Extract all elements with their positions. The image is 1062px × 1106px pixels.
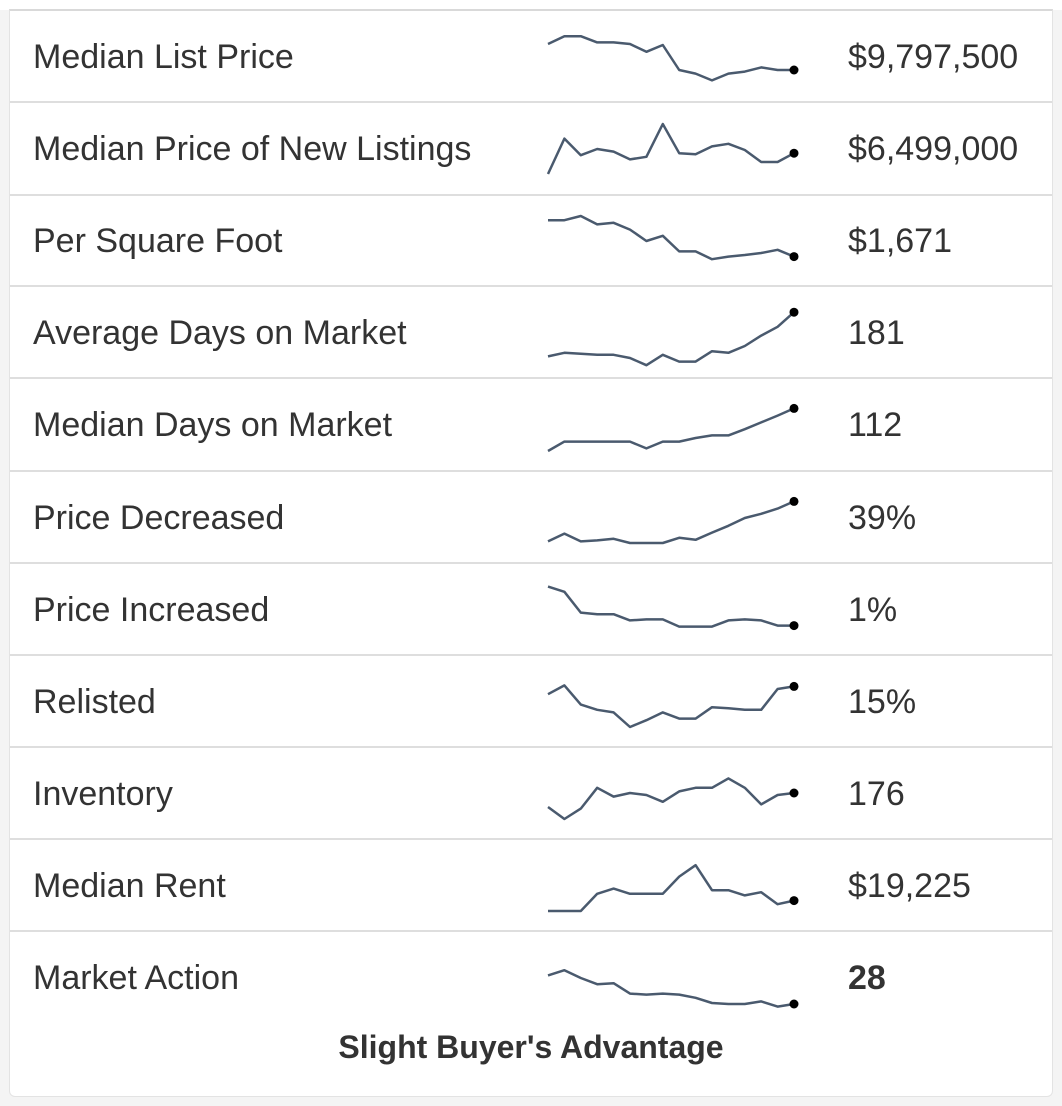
trend-sparkline bbox=[546, 122, 799, 175]
stat-row: Median Price of New Listings $6,499,000 bbox=[10, 103, 1052, 196]
stat-row: Price Decreased 39% bbox=[10, 472, 1052, 564]
sparkline-end-dot bbox=[789, 896, 799, 906]
stat-value: $19,225 bbox=[848, 867, 971, 905]
sparkline-end-dot bbox=[789, 307, 799, 317]
sparkline-path bbox=[547, 34, 794, 82]
sparkline-end-dot bbox=[789, 496, 799, 506]
stat-row: Median List Price $9,797,500 bbox=[10, 11, 1052, 103]
market-condition-label: Slight Buyer's Advantage bbox=[338, 1029, 724, 1065]
stat-row: Market Action 28 bbox=[10, 932, 1052, 1024]
stat-row: Median Rent $19,225 bbox=[10, 840, 1052, 932]
stat-row: Inventory 176 bbox=[10, 748, 1052, 840]
stat-label: Price Increased bbox=[33, 591, 270, 629]
trend-sparkline bbox=[548, 863, 799, 913]
stat-label: Median List Price bbox=[33, 38, 294, 76]
stat-label: Relisted bbox=[33, 683, 156, 721]
stat-label: Average Days on Market bbox=[33, 314, 407, 352]
trend-sparkline bbox=[547, 681, 799, 729]
stat-label: Market Action bbox=[33, 959, 239, 997]
sparkline-path bbox=[547, 777, 795, 821]
trend-sparkline bbox=[547, 307, 799, 367]
stat-label: Median Price of New Listings bbox=[33, 130, 472, 168]
sparkline-path bbox=[547, 585, 794, 628]
trend-sparkline bbox=[547, 496, 799, 545]
stat-label: Price Decreased bbox=[33, 499, 285, 537]
market-stats-card: Median List Price $9,797,500 Median Price … bbox=[9, 9, 1053, 1097]
sparkline-end-dot bbox=[789, 403, 799, 413]
sparkline-path bbox=[547, 311, 795, 367]
sparkline-path bbox=[547, 500, 795, 545]
stat-value: 15% bbox=[848, 683, 917, 721]
stat-value: 112 bbox=[848, 406, 903, 444]
trend-sparkline bbox=[547, 34, 799, 82]
trend-sparkline bbox=[547, 403, 799, 453]
trend-sparkline bbox=[547, 968, 799, 1009]
stat-row: Per Square Foot $1,671 bbox=[10, 195, 1052, 287]
stat-value: 181 bbox=[848, 314, 905, 352]
sparkline-path bbox=[547, 968, 795, 1008]
sparkline-end-dot bbox=[789, 148, 799, 158]
stat-value: 176 bbox=[848, 775, 905, 813]
trend-sparkline bbox=[547, 585, 799, 631]
sparkline-end-dot bbox=[789, 252, 799, 262]
trend-sparkline bbox=[547, 777, 799, 821]
sparkline-path bbox=[547, 684, 795, 729]
stat-label: Median Rent bbox=[33, 867, 226, 905]
sparkline-path bbox=[548, 214, 795, 261]
sparkline-end-dot bbox=[789, 999, 799, 1009]
sparkline-end-dot bbox=[789, 788, 799, 798]
sparkline-path bbox=[547, 407, 795, 453]
sparkline-end-dot bbox=[789, 681, 799, 691]
stat-value: $6,499,000 bbox=[848, 130, 1019, 168]
stat-value: 39% bbox=[848, 499, 917, 537]
sparkline-end-dot bbox=[789, 621, 799, 631]
stat-row: Relisted 15% bbox=[10, 656, 1052, 748]
stat-row: Average Days on Market 181 bbox=[10, 287, 1052, 379]
stat-label: Inventory bbox=[33, 775, 173, 813]
top-partial-area bbox=[0, 0, 1062, 10]
stat-value: 28 bbox=[848, 959, 886, 997]
stat-row: Median Days on Market 112 bbox=[10, 379, 1052, 472]
stat-row: Price Increased 1% bbox=[10, 564, 1052, 656]
sparkline-path bbox=[546, 122, 795, 175]
stat-value: $9,797,500 bbox=[848, 38, 1019, 76]
trend-sparkline bbox=[548, 214, 799, 262]
sparkline-end-dot bbox=[789, 65, 799, 75]
sparkline-path bbox=[548, 863, 795, 913]
stat-value: 1% bbox=[848, 591, 898, 629]
stat-label: Per Square Foot bbox=[33, 222, 283, 260]
stat-value: $1,671 bbox=[848, 222, 952, 260]
stat-label: Median Days on Market bbox=[33, 406, 393, 444]
